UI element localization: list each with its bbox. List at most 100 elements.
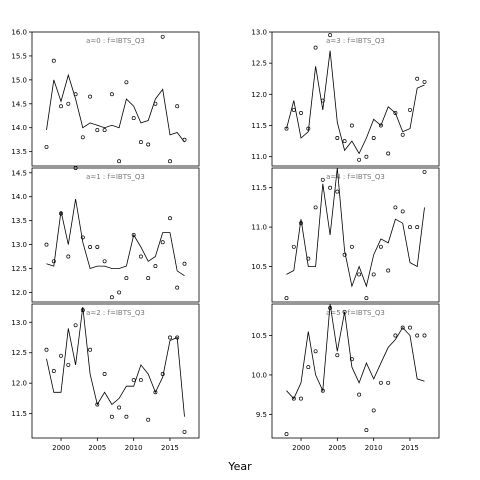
observed-point	[342, 252, 347, 257]
observed-point	[138, 254, 143, 259]
fitted-line	[286, 303, 425, 400]
observed-point	[364, 428, 369, 433]
observed-point	[299, 111, 303, 115]
y-tick-label: 15.0	[11, 76, 27, 84]
panel-3: a=1 : f=IBTS_Q3 12.0 12.5 13.0 13.5 14.0 14.5	[11, 166, 200, 303]
observed-point	[51, 369, 56, 373]
observed-point	[349, 244, 354, 249]
observed-point	[357, 157, 362, 162]
observed-point	[335, 353, 340, 358]
y-tick-label: 13.0	[11, 241, 27, 249]
observed-point	[66, 362, 71, 367]
observed-point	[59, 211, 63, 216]
observed-point	[313, 205, 318, 210]
x-tick-label: 2000	[52, 444, 70, 452]
observed-point	[138, 378, 143, 383]
panel-frame	[271, 31, 440, 167]
observed-point	[415, 225, 420, 230]
observed-point	[313, 45, 318, 50]
fitted-line	[46, 306, 185, 417]
observed-point	[422, 333, 427, 338]
observed-point	[378, 244, 383, 249]
panel-1: a=0 : f=IBTS_Q3 13.5 14.0 14.5 15.0 15.5 16.0	[11, 29, 200, 167]
observed-point	[320, 388, 325, 393]
observed-point	[306, 256, 311, 261]
observed-point	[44, 144, 49, 149]
x-tick-label: 2005	[88, 444, 106, 452]
observed-point	[400, 132, 405, 137]
observed-point	[386, 151, 391, 156]
x-tick-label: 2000	[292, 444, 310, 452]
observed-point	[102, 259, 107, 264]
observed-point	[299, 396, 303, 401]
observed-point	[386, 268, 391, 273]
observed-point	[284, 126, 289, 131]
observed-point	[349, 123, 354, 128]
x-tick-label: 2015	[401, 444, 419, 452]
observed-point	[124, 80, 129, 85]
observed-point	[175, 104, 180, 109]
observed-point	[328, 305, 333, 310]
observed-point	[88, 245, 93, 249]
y-tick-label: 10.5	[251, 263, 267, 271]
observed-point	[408, 325, 412, 330]
observed-point	[378, 123, 383, 128]
observed-point	[415, 76, 420, 81]
observed-point	[80, 235, 85, 240]
observed-point	[182, 137, 187, 142]
y-tick-label: 10.5	[251, 332, 267, 340]
panel-frame	[31, 31, 200, 167]
observed-point	[299, 221, 303, 226]
observed-point	[146, 276, 151, 281]
panel-frame	[271, 303, 440, 439]
panel-title: a=2 : f=IBTS_Q3	[86, 309, 145, 317]
observed-point	[44, 347, 49, 352]
observed-point	[342, 309, 347, 314]
y-tick-label: 16.0	[11, 29, 27, 37]
y-tick-label: 14.0	[11, 193, 27, 201]
observed-point	[400, 209, 405, 214]
observed-point	[175, 335, 180, 340]
observed-point	[160, 372, 165, 376]
y-tick-label: 11.5	[251, 184, 267, 192]
fitted-line	[286, 50, 425, 155]
observed-point	[102, 372, 107, 376]
observed-point	[182, 429, 187, 434]
x-tick-label: 2010	[365, 444, 383, 452]
y-tick-label: 11.0	[251, 224, 267, 232]
observed-point	[306, 365, 311, 370]
panel-title: a=1 : f=IBTS_Q3	[86, 173, 145, 181]
observed-point	[422, 79, 427, 84]
panel-title: a=4 : f=IBTS_Q3	[326, 173, 385, 181]
y-tick-label: 13.0	[251, 29, 267, 37]
observed-point	[117, 405, 122, 410]
observed-point	[66, 254, 71, 259]
y-tick-label: 12.5	[11, 265, 27, 273]
observed-point	[357, 272, 362, 277]
observed-point	[102, 128, 107, 133]
observed-point	[182, 261, 187, 266]
observed-point	[146, 142, 151, 147]
observed-point	[73, 92, 78, 97]
observed-point	[335, 189, 340, 194]
panel-title: a=0 : f=IBTS_Q3	[86, 37, 145, 45]
observed-point	[44, 242, 49, 247]
observed-point	[328, 33, 333, 38]
observed-point	[291, 396, 296, 401]
observed-point	[349, 357, 354, 362]
observed-point	[371, 136, 376, 140]
y-tick-label: 13.5	[11, 217, 27, 225]
observed-point	[124, 276, 129, 281]
observed-point	[168, 335, 172, 340]
observed-point	[95, 128, 100, 133]
x-tick-label: 2010	[125, 444, 143, 452]
observed-point	[328, 185, 333, 190]
panel-5: a=2 : f=IBTS_Q3 11.5 12.0 12.5 13.0 2000 2005 2…	[11, 303, 200, 452]
observed-point	[66, 101, 71, 106]
observed-point	[88, 94, 93, 99]
observed-point	[124, 414, 129, 419]
observed-point	[59, 104, 63, 109]
observed-point	[378, 380, 383, 385]
observed-point	[371, 272, 376, 277]
panel-frame	[31, 167, 200, 303]
